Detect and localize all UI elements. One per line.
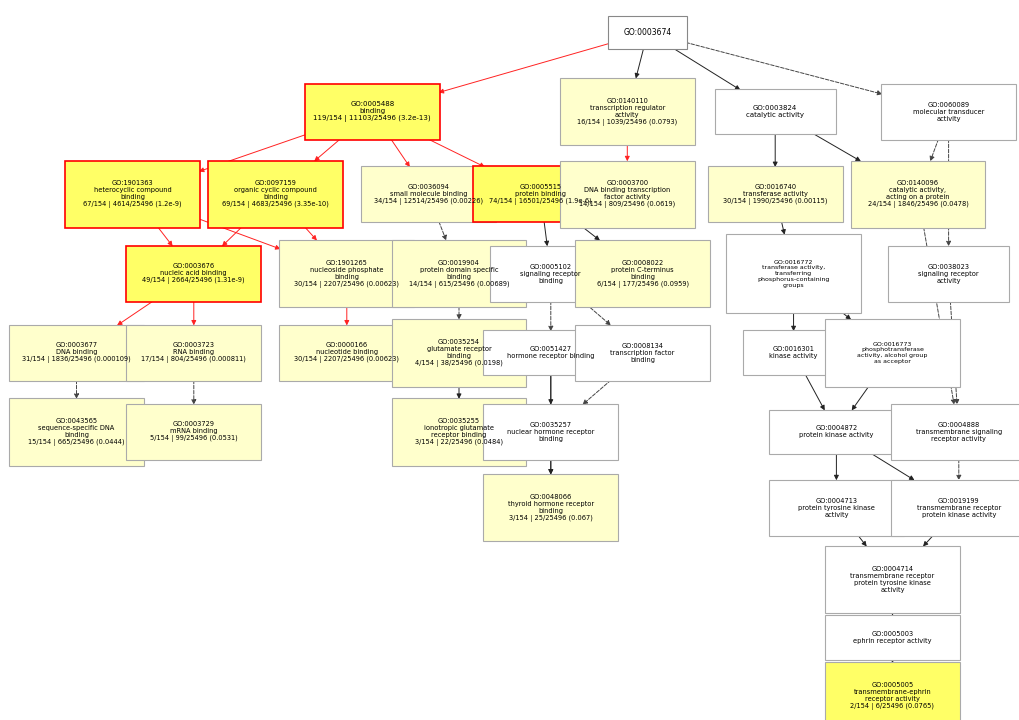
FancyBboxPatch shape [391,398,526,466]
Text: GO:1901265
nucleoside phosphate
binding
30/154 | 2207/25496 (0.00623): GO:1901265 nucleoside phosphate binding … [294,260,398,287]
Text: GO:0004714
transmembrane receptor
protein tyrosine kinase
activity: GO:0004714 transmembrane receptor protei… [850,566,933,593]
Text: GO:0005102
signaling receptor
binding: GO:0005102 signaling receptor binding [520,264,581,284]
FancyBboxPatch shape [208,161,342,228]
Text: GO:1901363
heterocyclic compound
binding
67/154 | 4614/25496 (1.2e-9): GO:1901363 heterocyclic compound binding… [84,181,181,208]
Text: GO:0038023
signaling receptor
activity: GO:0038023 signaling receptor activity [917,264,978,284]
FancyBboxPatch shape [713,89,836,134]
FancyBboxPatch shape [305,84,439,140]
Text: GO:0016772
transferase activity,
transferring
phosphorus-containing
groups: GO:0016772 transferase activity, transfe… [757,259,828,288]
Text: GO:0060089
molecular transducer
activity: GO:0060089 molecular transducer activity [912,102,983,122]
Text: GO:0019904
protein domain specific
binding
14/154 | 615/25496 (0.00689): GO:0019904 protein domain specific bindi… [409,260,508,287]
Text: GO:0019199
transmembrane receptor
protein kinase activity: GO:0019199 transmembrane receptor protei… [916,498,1000,518]
FancyBboxPatch shape [824,319,959,387]
FancyBboxPatch shape [891,404,1019,460]
Text: GO:0035257
nuclear hormone receptor
binding: GO:0035257 nuclear hormone receptor bind… [506,422,594,442]
Text: GO:0003824
catalytic activity: GO:0003824 catalytic activity [746,105,803,118]
Text: GO:0003723
RNA binding
17/154 | 804/25496 (0.000811): GO:0003723 RNA binding 17/154 | 804/2549… [142,342,246,364]
FancyBboxPatch shape [742,330,844,375]
Text: GO:0005515
protein binding
74/154 | 16501/25496 (1.9e-6): GO:0005515 protein binding 74/154 | 1650… [489,184,591,205]
FancyBboxPatch shape [483,404,618,460]
Text: GO:0140096
catalytic activity,
acting on a protein
24/154 | 1846/25496 (0.0478): GO:0140096 catalytic activity, acting on… [867,181,967,208]
Text: GO:0097159
organic cyclic compound
binding
69/154 | 4683/25496 (3.35e-10): GO:0097159 organic cyclic compound bindi… [222,181,328,208]
FancyBboxPatch shape [483,330,618,375]
FancyBboxPatch shape [824,546,959,613]
Text: GO:0004872
protein kinase activity: GO:0004872 protein kinase activity [799,426,872,438]
FancyBboxPatch shape [9,398,144,466]
Text: GO:0051427
hormone receptor binding: GO:0051427 hormone receptor binding [506,346,594,359]
Text: GO:0035254
glutamate receptor
binding
4/154 | 38/25496 (0.0198): GO:0035254 glutamate receptor binding 4/… [415,339,502,366]
FancyBboxPatch shape [824,662,959,720]
FancyBboxPatch shape [126,246,261,302]
FancyBboxPatch shape [9,325,144,381]
Text: GO:0003676
nucleic acid binding
49/154 | 2664/25496 (1.31e-9): GO:0003676 nucleic acid binding 49/154 |… [143,263,245,284]
Text: GO:0008022
protein C-terminus
binding
6/154 | 177/25496 (0.0959): GO:0008022 protein C-terminus binding 6/… [596,260,688,287]
FancyBboxPatch shape [391,319,526,387]
Text: GO:0008134
transcription factor
binding: GO:0008134 transcription factor binding [609,343,675,363]
Text: GO:0004713
protein tyrosine kinase
activity: GO:0004713 protein tyrosine kinase activ… [797,498,874,518]
Text: GO:0140110
transcription regulator
activity
16/154 | 1039/25496 (0.0793): GO:0140110 transcription regulator activ… [577,98,677,125]
FancyBboxPatch shape [888,246,1009,302]
FancyBboxPatch shape [726,234,860,313]
FancyBboxPatch shape [575,240,709,307]
Text: GO:0035255
ionotropic glutamate
receptor binding
3/154 | 22/25496 (0.0484): GO:0035255 ionotropic glutamate receptor… [415,418,502,446]
FancyBboxPatch shape [575,325,709,381]
FancyBboxPatch shape [65,161,200,228]
FancyBboxPatch shape [126,404,261,460]
FancyBboxPatch shape [126,325,261,381]
Text: GO:0005003
ephrin receptor activity: GO:0005003 ephrin receptor activity [853,631,930,644]
Text: GO:0004888
transmembrane signaling
receptor activity: GO:0004888 transmembrane signaling recep… [915,422,1001,442]
Text: GO:0003729
mRNA binding
5/154 | 99/25496 (0.0531): GO:0003729 mRNA binding 5/154 | 99/25496… [150,421,237,443]
FancyBboxPatch shape [391,240,526,307]
FancyBboxPatch shape [607,16,687,49]
FancyBboxPatch shape [473,166,607,222]
FancyBboxPatch shape [768,480,903,536]
Text: GO:0036094
small molecule binding
34/154 | 12514/25496 (0.00226): GO:0036094 small molecule binding 34/154… [374,184,482,205]
FancyBboxPatch shape [490,246,611,302]
FancyBboxPatch shape [279,325,414,381]
FancyBboxPatch shape [483,474,618,541]
Text: GO:0003674: GO:0003674 [623,28,672,37]
FancyBboxPatch shape [559,78,694,145]
FancyBboxPatch shape [768,410,903,454]
Text: GO:0003677
DNA binding
31/154 | 1836/25496 (0.000109): GO:0003677 DNA binding 31/154 | 1836/254… [22,342,130,364]
Text: GO:0016740
transferase activity
30/154 | 1990/25496 (0.00115): GO:0016740 transferase activity 30/154 |… [722,184,826,205]
Text: GO:0000166
nucleotide binding
30/154 | 2207/25496 (0.00623): GO:0000166 nucleotide binding 30/154 | 2… [294,342,398,364]
Text: GO:0005488
binding
119/154 | 11103/25496 (3.2e-13): GO:0005488 binding 119/154 | 11103/25496… [313,101,431,122]
Text: GO:0043565
sequence-specific DNA
binding
15/154 | 665/25496 (0.0444): GO:0043565 sequence-specific DNA binding… [29,418,124,446]
FancyBboxPatch shape [707,166,842,222]
FancyBboxPatch shape [559,161,694,228]
Text: GO:0016301
kinase activity: GO:0016301 kinase activity [768,346,817,359]
FancyBboxPatch shape [279,240,414,307]
FancyBboxPatch shape [824,615,959,660]
Text: GO:0016773
phosphotransferase
activity, alcohol group
as acceptor: GO:0016773 phosphotransferase activity, … [857,341,926,364]
Text: GO:0005005
transmembrane-ephrin
receptor activity
2/154 | 6/25496 (0.0765): GO:0005005 transmembrane-ephrin receptor… [850,683,933,710]
Text: GO:0003700
DNA binding transcription
factor activity
14/154 | 809/25496 (0.0619): GO:0003700 DNA binding transcription fac… [579,181,675,208]
FancyBboxPatch shape [891,480,1019,536]
FancyBboxPatch shape [361,166,495,222]
Text: GO:0048066
thyroid hormone receptor
binding
3/154 | 25/25496 (0.067): GO:0048066 thyroid hormone receptor bind… [507,494,593,521]
FancyBboxPatch shape [850,161,984,228]
FancyBboxPatch shape [880,84,1015,140]
